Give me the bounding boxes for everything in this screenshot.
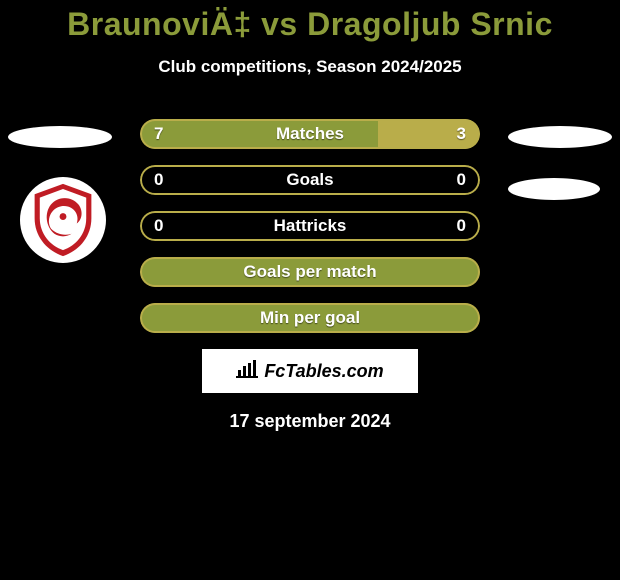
stat-row-goals: Goals0 0: [140, 165, 480, 195]
stat-right-value: 0: [457, 165, 466, 195]
stat-row-hattricks: Hattricks0 0: [140, 211, 480, 241]
stat-left-value: 0: [154, 165, 163, 195]
stat-left-value: 7: [154, 119, 163, 149]
stat-row-matches: Matches7 3: [140, 119, 480, 149]
bar-chart-icon: [236, 360, 258, 383]
stat-label: Goals per match: [140, 257, 480, 287]
stat-label: Goals: [140, 165, 480, 195]
stat-row-min-per-goal: Min per goal: [140, 303, 480, 333]
branding-label: FcTables.com: [236, 360, 383, 383]
stat-left-value: 0: [154, 211, 163, 241]
footer-date: 17 september 2024: [0, 411, 620, 432]
comparison-rows: Matches73Goals00Hattricks00Goals per mat…: [0, 119, 620, 333]
stat-row-goals-per-match: Goals per match: [140, 257, 480, 287]
page-title: BraunoviÄ‡ vs Dragoljub Srnic: [0, 0, 620, 43]
stat-label: Matches: [140, 119, 480, 149]
page-subtitle: Club competitions, Season 2024/2025: [0, 57, 620, 77]
stat-label: Hattricks: [140, 211, 480, 241]
stat-label: Min per goal: [140, 303, 480, 333]
branding-text: FcTables.com: [264, 361, 383, 382]
stat-right-value: 0: [457, 211, 466, 241]
branding-box: FcTables.com: [202, 349, 418, 393]
stat-right-value: 3: [457, 119, 466, 149]
